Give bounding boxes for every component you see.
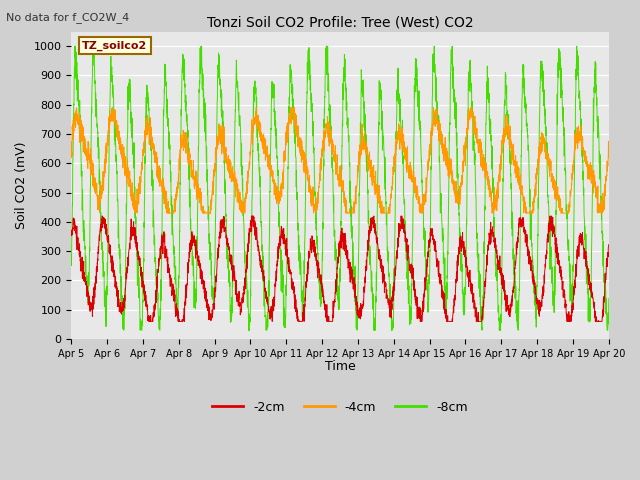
-8cm (71, 43, 79, 49)
-8cm (129, 152, 137, 157)
Y-axis label: Soil CO2 (mV): Soil CO2 (mV) (15, 142, 28, 229)
-4cm (131, 210, 139, 216)
-4cm (537, 140, 545, 145)
-8cm (274, 171, 282, 177)
Line: -8cm: -8cm (71, 46, 609, 330)
-8cm (605, 296, 612, 301)
-8cm (161, 81, 169, 86)
-4cm (595, 208, 602, 214)
-4cm (274, 198, 282, 204)
-4cm (161, 186, 169, 192)
-8cm (67, 252, 75, 258)
-2cm (595, 319, 602, 324)
Title: Tonzi Soil CO2 Profile: Tree (West) CO2: Tonzi Soil CO2 Profile: Tree (West) CO2 (207, 15, 474, 29)
-2cm (67, 230, 75, 236)
-8cm (120, 327, 127, 333)
-2cm (605, 241, 612, 247)
-8cm (297, 273, 305, 278)
Line: -2cm: -2cm (71, 216, 609, 322)
Line: -4cm: -4cm (71, 108, 609, 213)
-2cm (537, 302, 545, 308)
-4cm (605, 154, 612, 159)
-4cm (67, 146, 75, 152)
X-axis label: Time: Time (324, 360, 355, 373)
-2cm (161, 241, 169, 247)
-4cm (297, 140, 305, 146)
-4cm (129, 197, 136, 203)
-2cm (145, 319, 153, 324)
-2cm (274, 259, 282, 264)
-8cm (537, 75, 545, 81)
Text: No data for f_CO2W_4: No data for f_CO2W_4 (6, 12, 130, 23)
-2cm (297, 319, 305, 324)
-8cm (595, 129, 602, 134)
Text: TZ_soilco2: TZ_soilco2 (82, 41, 147, 51)
-2cm (129, 229, 136, 235)
-2cm (99, 213, 106, 219)
-4cm (109, 105, 116, 110)
Legend: -2cm, -4cm, -8cm: -2cm, -4cm, -8cm (207, 396, 473, 419)
